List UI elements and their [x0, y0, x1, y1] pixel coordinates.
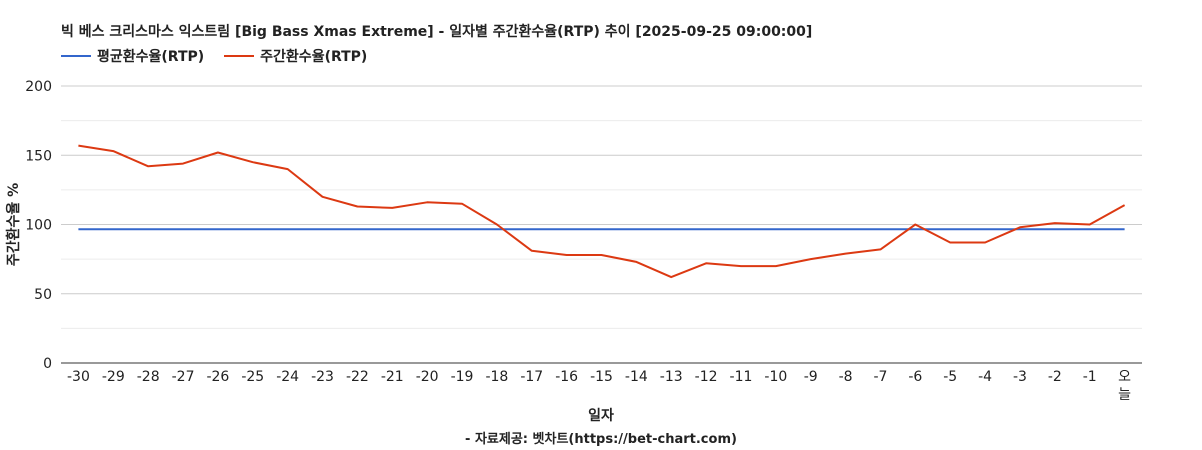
x-tick-label: -30	[67, 369, 90, 385]
x-tick-label: -22	[346, 369, 369, 385]
y-tick-label: 200	[25, 79, 52, 95]
x-tick-label: -15	[590, 369, 613, 385]
series-line-weekly	[78, 144, 1126, 279]
x-tick-label: -1	[1083, 369, 1097, 385]
x-tick-label: -17	[520, 369, 543, 385]
legend-swatch-weekly	[224, 55, 255, 57]
x-axis-title: 일자	[588, 408, 614, 424]
x-tick-label: -21	[381, 369, 404, 385]
legend-swatch-average	[61, 55, 91, 57]
chart-title: 빅 베스 크리스마스 익스트림 [Big Bass Xmas Extreme] …	[61, 24, 813, 40]
y-tick-label: 0	[43, 356, 52, 372]
x-tick-label: -9	[804, 369, 818, 385]
x-tick-label: -20	[416, 369, 439, 385]
legend-item-average[interactable]: 평균환수율(RTP)	[61, 46, 204, 66]
y-tick-label: 150	[25, 148, 52, 164]
x-tick-label: -13	[660, 369, 683, 385]
y-tick-label: 100	[25, 218, 52, 234]
legend-label-average: 평균환수율(RTP)	[97, 49, 205, 65]
x-tick-label: -25	[241, 369, 264, 385]
x-tick-label: -27	[172, 369, 195, 385]
x-tick-label: -18	[485, 369, 508, 385]
x-tick-label: -7	[873, 369, 887, 385]
x-tick-label: -12	[695, 369, 718, 385]
x-tick-label: -29	[102, 369, 125, 385]
legend: 평균환수율(RTP) 주간환수율(RTP)	[61, 46, 387, 66]
x-tick-label: -19	[451, 369, 474, 385]
x-tick-label: 오	[1118, 369, 1131, 385]
x-tick-label: 늘	[1118, 387, 1131, 403]
x-tick-label: -26	[206, 369, 229, 385]
x-tick-label: -4	[978, 369, 992, 385]
x-tick-label: -10	[764, 369, 787, 385]
x-tick-label: -11	[730, 369, 753, 385]
x-tick-label: -28	[137, 369, 160, 385]
x-tick-label: -23	[311, 369, 334, 385]
y-axis-title: 주간환수율 %	[5, 183, 22, 266]
x-tick-label: -14	[625, 369, 648, 385]
x-tick-label: -3	[1013, 369, 1027, 385]
legend-item-weekly[interactable]: 주간환수율(RTP)	[224, 46, 367, 66]
x-tick-label: -16	[555, 369, 578, 385]
x-tick-label: -24	[276, 369, 299, 385]
source-credit: - 자료제공: 벳차트(https://bet-chart.com)	[465, 432, 737, 447]
x-tick-label: -6	[908, 369, 922, 385]
x-tick-label: -2	[1048, 369, 1062, 385]
x-tick-label: -5	[943, 369, 957, 385]
y-tick-label: 50	[34, 287, 52, 303]
legend-label-weekly: 주간환수율(RTP)	[260, 49, 368, 65]
x-tick-label: -8	[839, 369, 853, 385]
